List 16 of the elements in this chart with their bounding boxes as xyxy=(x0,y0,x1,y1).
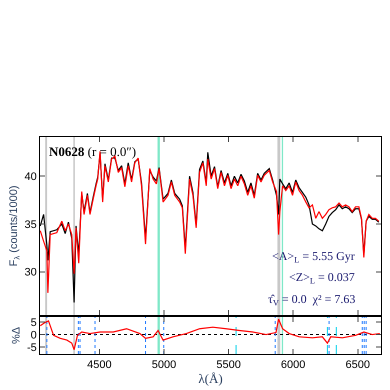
x-tick-label: 4500 xyxy=(87,359,112,372)
x-axis-title: λ(Å) xyxy=(198,371,223,386)
x-tick-label: 5500 xyxy=(216,359,241,372)
x-tick-label: 6500 xyxy=(346,359,370,372)
y-axis-title: %Δ xyxy=(10,326,23,344)
annotation: <Z>$_{L}$ = 0.037 xyxy=(289,270,355,286)
y-tick-label: 30 xyxy=(24,266,37,279)
x-tick-label: 5000 xyxy=(152,359,176,372)
annotation: N0628 (r = 0.0″) xyxy=(49,144,136,159)
y-tick-label: 40 xyxy=(24,171,37,184)
y-tick-label: -5 xyxy=(27,342,37,354)
y-tick-label: 5 xyxy=(30,316,37,329)
x-tick-label: 6000 xyxy=(280,359,306,372)
y-tick-label: 0 xyxy=(30,329,37,342)
y-tick-label: 35 xyxy=(24,218,37,231)
line-series xyxy=(40,318,380,350)
